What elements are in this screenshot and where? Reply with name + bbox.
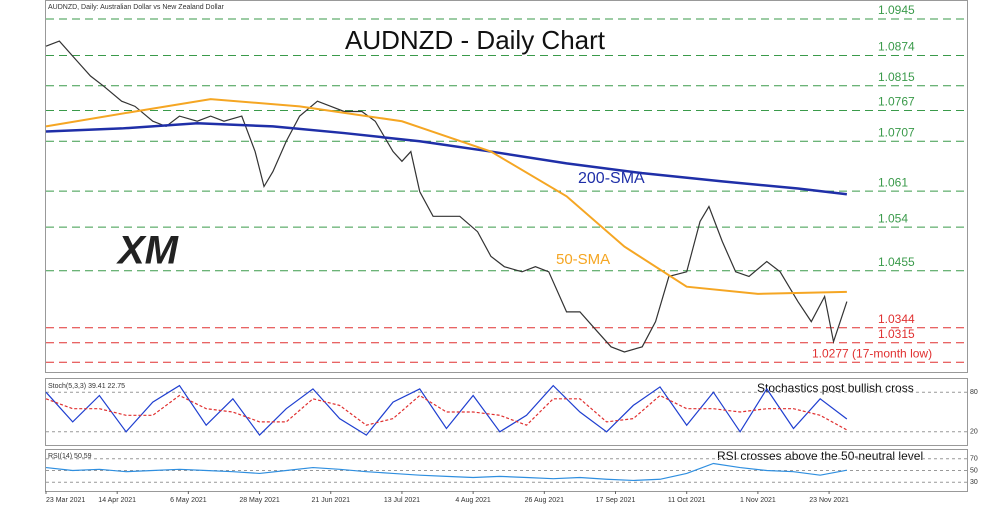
x-tick-label: 6 May 2021 bbox=[170, 497, 207, 504]
logo: XM bbox=[116, 229, 180, 273]
chart-title: AUDNZD - Daily Chart bbox=[345, 25, 606, 55]
x-tick-label: 21 Jun 2021 bbox=[311, 497, 350, 504]
sma-annotation: 50-SMA bbox=[556, 251, 610, 268]
annotation: Stochastics post bullish cross bbox=[757, 381, 914, 395]
series-line bbox=[45, 98, 847, 295]
pane-header: Stoch(5,3,3) 39.41 22.75 bbox=[48, 383, 125, 390]
x-tick-label: 13 Jul 2021 bbox=[384, 497, 420, 504]
sma-annotation: 200-SMA bbox=[578, 170, 645, 187]
level-label: 1.0815 bbox=[878, 70, 915, 84]
y-tick-label: 80 bbox=[970, 389, 978, 396]
stoch-pane bbox=[45, 378, 968, 446]
level-label: 1.0455 bbox=[878, 255, 915, 269]
series-line bbox=[45, 40, 848, 353]
pane-header: RSI(14) 50.59 bbox=[48, 453, 92, 460]
y-tick-label: 50 bbox=[970, 467, 978, 474]
y-tick-label: 70 bbox=[970, 456, 978, 463]
x-tick-label: 23 Mar 2021 bbox=[46, 497, 85, 504]
annotation: RSI crosses above the 50-neutral level bbox=[717, 449, 923, 463]
x-tick-label: 4 Aug 2021 bbox=[455, 497, 491, 504]
series-line bbox=[45, 394, 848, 431]
rsi-pane bbox=[45, 449, 968, 492]
x-tick-label: 17 Sep 2021 bbox=[596, 497, 636, 504]
x-tick-label: 26 Aug 2021 bbox=[525, 497, 564, 504]
chart-header: AUDNZD, Daily: Australian Dollar vs New … bbox=[48, 4, 225, 11]
level-label: 1.054 bbox=[878, 211, 908, 225]
x-tick-label: 14 Apr 2021 bbox=[98, 497, 136, 504]
series-line bbox=[45, 122, 848, 196]
level-label: 1.0344 bbox=[878, 312, 915, 326]
price-pane bbox=[45, 0, 968, 373]
level-label: 1.0767 bbox=[878, 95, 915, 109]
x-tick-label: 23 Nov 2021 bbox=[809, 497, 849, 504]
x-tick-label: 1 Nov 2021 bbox=[740, 497, 776, 504]
level-label: 1.0277 (17-month low) bbox=[812, 346, 932, 360]
level-label: 1.061 bbox=[878, 175, 908, 189]
series-line bbox=[45, 462, 847, 482]
x-tick-label: 28 May 2021 bbox=[239, 497, 280, 504]
level-label: 1.0315 bbox=[878, 327, 915, 341]
series-line bbox=[45, 384, 848, 437]
level-label: 1.0707 bbox=[878, 125, 915, 139]
x-tick-label: 11 Oct 2021 bbox=[668, 497, 706, 504]
level-label: 1.0945 bbox=[878, 3, 915, 17]
y-tick-label: 30 bbox=[970, 479, 978, 486]
level-label: 1.0874 bbox=[878, 40, 915, 54]
y-tick-label: 20 bbox=[970, 429, 978, 436]
